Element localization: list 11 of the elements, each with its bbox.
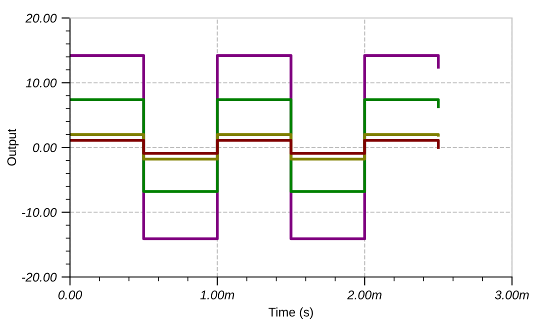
y-tick-label: -20.00 <box>22 272 57 282</box>
x-tick-label: 1.00m <box>200 290 234 300</box>
y-tick-label: 20.00 <box>25 14 57 23</box>
x-tick-label: 2.00m <box>347 290 382 300</box>
x-tick-label: 0.00 <box>58 290 82 300</box>
x-axis-title: Time (s) <box>268 307 313 320</box>
y-axis-title: Output <box>7 128 19 166</box>
y-tick-label: -10.00 <box>22 208 57 217</box>
y-tick-label: 10.00 <box>26 78 57 88</box>
x-tick-label: 3.00m <box>494 290 529 300</box>
y-tick-label: 0.00 <box>33 143 57 152</box>
